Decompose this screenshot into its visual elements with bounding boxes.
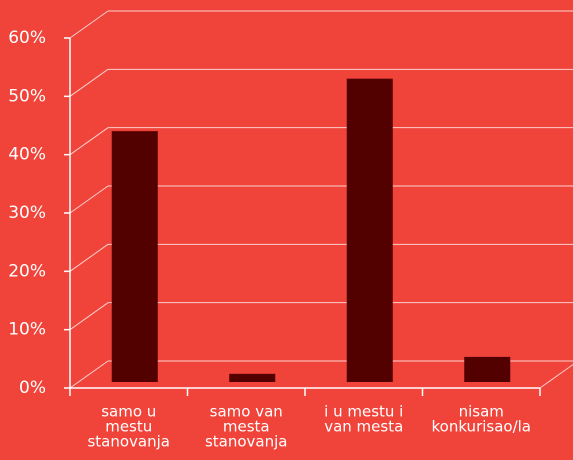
grid-line [69, 360, 109, 389]
x-tick-label: samo van [210, 403, 283, 421]
x-tick-label: stanovanja [205, 433, 288, 451]
grid-line [69, 68, 109, 97]
x-tick-label: stanovanja [87, 433, 170, 451]
y-tick-label: 30% [8, 203, 46, 223]
x-tick-label: mesta [223, 418, 270, 436]
bar [229, 373, 276, 382]
grid-line [69, 302, 109, 331]
grid-line [69, 10, 109, 39]
y-tick-label: 60% [8, 28, 46, 48]
x-tick-label: i u mestu i [324, 403, 403, 421]
bar [346, 78, 393, 383]
y-tick-label: 10% [8, 320, 46, 340]
y-tick-label: 40% [8, 145, 46, 165]
x-tick-label: mestu [105, 418, 152, 436]
grid-line [69, 185, 109, 214]
bar [111, 131, 158, 382]
x-tick-label: samo u [101, 403, 156, 421]
bar [464, 356, 511, 382]
grid-line [69, 127, 109, 156]
floor-edge [539, 363, 573, 389]
y-tick-label: 0% [19, 378, 46, 398]
y-tick-label: 50% [8, 86, 46, 106]
x-tick-label: van mesta [324, 418, 403, 436]
x-tick-label: konkurisao/la [432, 418, 532, 436]
y-tick-label: 20% [8, 261, 46, 281]
grid-line [69, 243, 109, 272]
x-tick-label: nisam [459, 403, 504, 421]
